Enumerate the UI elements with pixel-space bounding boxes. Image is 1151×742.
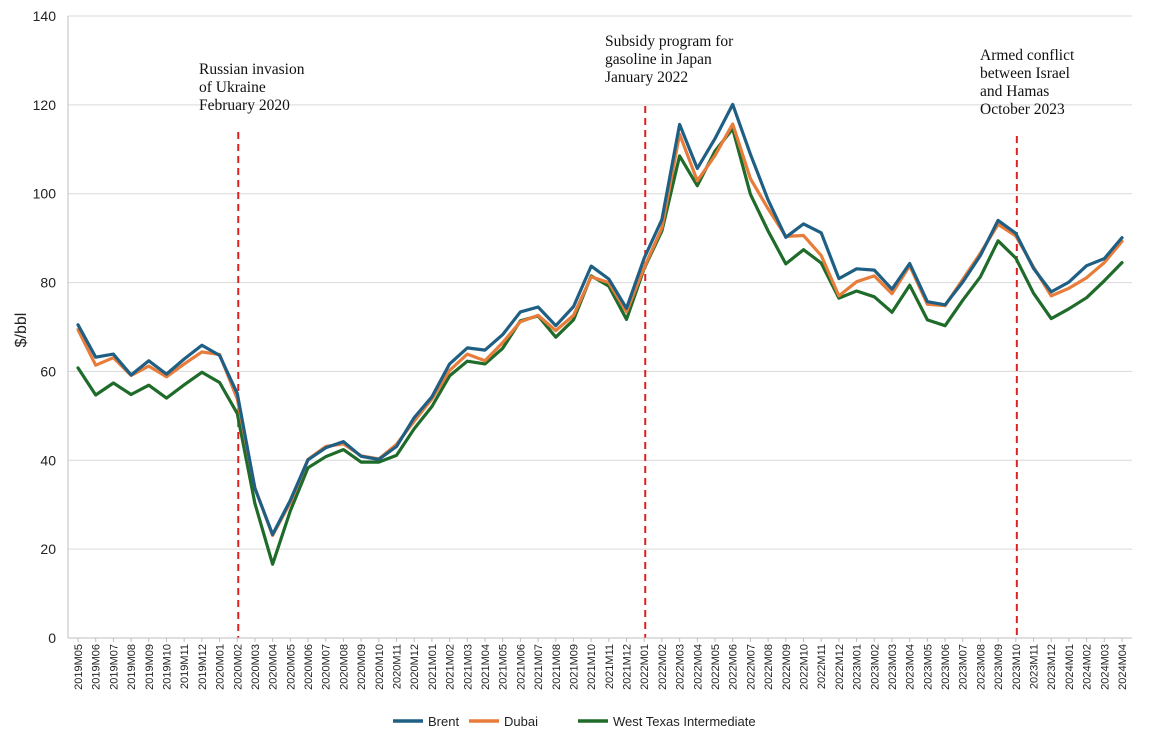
x-tick-label: 2019M07 (108, 644, 120, 690)
x-tick-label: 2022M08 (763, 644, 775, 690)
x-tick-label: 2024M03 (1099, 644, 1111, 690)
x-tick-label: 2021M10 (586, 644, 598, 690)
x-tick-label: 2023M08 (975, 644, 987, 690)
annotation-text: of Ukraine (199, 79, 266, 96)
x-tick-label: 2020M06 (303, 644, 315, 690)
x-tick-label: 2019M08 (126, 644, 138, 690)
x-tick-label: 2022M05 (710, 644, 722, 690)
x-tick-label: 2019M12 (197, 644, 209, 690)
x-tick-label: 2019M09 (144, 644, 156, 690)
x-tick-label: 2024M01 (1064, 644, 1076, 690)
x-tick-label: 2021M07 (533, 644, 545, 690)
x-tick-label: 2024M02 (1082, 644, 1094, 690)
x-tick-label: 2023M11 (1029, 644, 1041, 689)
x-tick-label: 2023M12 (1046, 644, 1058, 690)
y-tick-label: 80 (40, 275, 56, 291)
x-tick-label: 2023M06 (940, 644, 952, 690)
y-tick-label: 0 (48, 630, 56, 646)
x-tick-label: 2023M04 (905, 644, 917, 690)
series-line-brent (76, 102, 1124, 537)
y-tick-label: 140 (33, 8, 57, 24)
x-tick-label: 2021M03 (462, 644, 474, 690)
annotation-text: Russian invasion (199, 61, 305, 78)
x-tick-label: 2020M11 (392, 644, 404, 689)
x-tick-label: 2022M06 (728, 644, 740, 690)
x-tick-label: 2021M12 (622, 644, 634, 690)
legend-label: West Texas Intermediate (613, 714, 756, 729)
y-tick-label: 20 (40, 541, 56, 557)
x-tick-label: 2022M01 (639, 644, 651, 690)
x-tick-label: 2022M12 (834, 644, 846, 690)
y-axis-ticks: 0 20 40 60 80 100 120 140 (33, 8, 57, 646)
x-tick-label: 2020M05 (285, 644, 297, 690)
annotation-text: February 2020 (199, 97, 290, 114)
x-tick-label: 2020M09 (356, 644, 368, 690)
x-tick-label: 2020M04 (268, 644, 280, 690)
legend-label: Brent (428, 714, 459, 729)
y-tick-label: 120 (33, 97, 57, 113)
x-tick-label: 2022M03 (675, 644, 687, 690)
x-tick-label: 2020M03 (250, 644, 262, 690)
series-lines (76, 102, 1124, 566)
annotation-text: between Israel (980, 65, 1070, 82)
series-line-dubai (76, 122, 1124, 538)
event-markers (237, 106, 1018, 638)
x-tick-label: 2021M11 (604, 644, 616, 689)
y-tick-label: 40 (40, 452, 56, 468)
x-tick-label: 2023M01 (852, 644, 864, 690)
y-tick-label: 60 (40, 363, 56, 379)
x-tick-label: 2023M05 (922, 644, 934, 690)
x-tick-label: 2021M04 (480, 644, 492, 690)
x-tick-label: 2020M01 (215, 644, 227, 690)
x-tick-label: 2021M09 (568, 644, 580, 690)
annotation-text: gasoline in Japan (605, 51, 712, 68)
x-tick-label: 2023M10 (1011, 644, 1023, 690)
x-tick-label: 2021M05 (498, 644, 510, 690)
x-tick-label: 2022M02 (657, 644, 669, 690)
x-tick-label: 2023M03 (887, 644, 899, 690)
x-tick-label: 2020M10 (374, 644, 386, 690)
y-tick-label: 100 (33, 186, 57, 202)
annotation-text: Armed conflict (980, 47, 1075, 64)
annotation-text: and Hamas (980, 83, 1049, 100)
x-tick-label: 2020M02 (232, 644, 244, 690)
y-axis-label: $/bbl (13, 313, 30, 348)
x-tick-label: 2024M04 (1117, 644, 1129, 690)
x-axis-ticks: 2019M05 2019M06 2019M07 2019M08 2019M09 2019M… (73, 638, 1129, 690)
legend-label: Dubai (504, 714, 538, 729)
x-tick-label: 2022M10 (798, 644, 810, 690)
x-tick-label: 2023M07 (958, 644, 970, 690)
x-tick-label: 2022M11 (816, 644, 828, 689)
x-tick-label: 2023M02 (869, 644, 881, 690)
x-tick-label: 2023M09 (993, 644, 1005, 690)
legend: Brent Dubai West Texas Intermediate (393, 714, 756, 729)
x-tick-label: 2020M12 (409, 644, 421, 690)
x-tick-label: 2019M11 (179, 644, 191, 689)
annotation-text: Subsidy program for (605, 33, 734, 50)
x-tick-label: 2021M08 (551, 644, 563, 690)
annotation-text: January 2022 (605, 69, 688, 86)
x-tick-label: 2019M06 (91, 644, 103, 690)
x-tick-label: 2020M08 (338, 644, 350, 690)
x-tick-label: 2019M05 (73, 644, 85, 690)
x-tick-label: 2022M09 (781, 644, 793, 690)
x-tick-label: 2019M10 (161, 644, 173, 690)
x-tick-label: 2020M07 (321, 644, 333, 690)
x-tick-label: 2022M07 (745, 644, 757, 690)
annotation-text: October 2023 (980, 101, 1065, 118)
x-tick-label: 2021M06 (515, 644, 527, 690)
x-tick-label: 2021M01 (427, 644, 439, 690)
x-tick-label: 2022M04 (692, 644, 704, 690)
x-tick-label: 2021M02 (445, 644, 457, 690)
